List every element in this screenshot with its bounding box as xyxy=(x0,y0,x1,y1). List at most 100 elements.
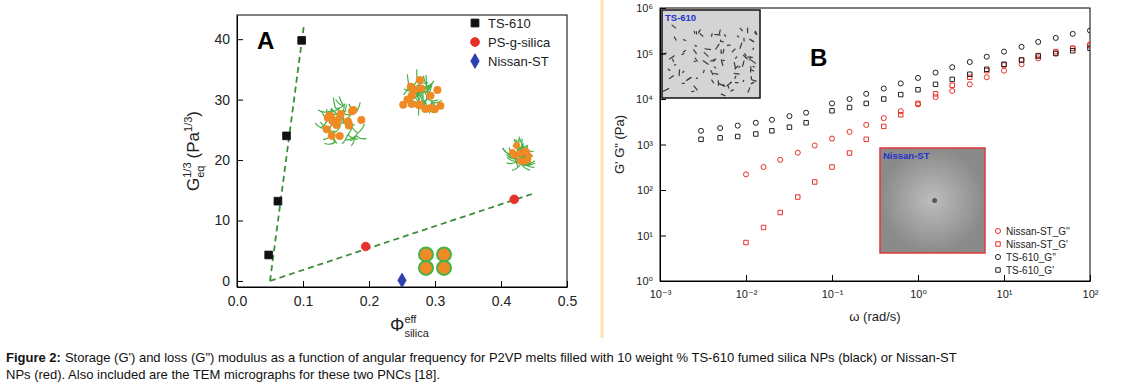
data-point xyxy=(968,72,972,76)
data-point xyxy=(1001,68,1006,73)
x-axis-title-part: silica xyxy=(404,327,429,339)
inset-image: Nissan-ST xyxy=(880,148,985,253)
inset-speck xyxy=(754,32,756,35)
data-point xyxy=(744,240,748,244)
inset-speck xyxy=(696,78,698,79)
cartoon-particle xyxy=(437,261,451,275)
legend-label: Nissan-ST xyxy=(488,54,549,69)
legend-marker xyxy=(996,242,1000,246)
legend: TS-610PS-g-silicaNissan-ST xyxy=(471,16,551,69)
inset-speck xyxy=(742,80,744,82)
data-point xyxy=(1036,39,1041,44)
x-tick-mark xyxy=(918,275,919,281)
cartoon-particle xyxy=(415,101,423,109)
y-tick: 10 xyxy=(214,212,243,228)
legend-marker xyxy=(995,228,1000,233)
y-tick-mark xyxy=(660,281,666,282)
data-point xyxy=(829,101,834,106)
series xyxy=(398,273,406,287)
cartoon-particle xyxy=(337,110,345,118)
data-point xyxy=(804,121,808,125)
legend: Nissan-ST_G''Nissan-ST_G'TS-610_G''TS-61… xyxy=(995,226,1069,276)
data-point xyxy=(933,70,938,75)
cartoon-particle xyxy=(523,149,530,156)
cartoon-particle xyxy=(345,121,353,129)
cartoon-particle xyxy=(523,148,530,155)
inset-speck xyxy=(751,60,756,64)
cartoon-chain xyxy=(524,163,534,167)
cartoon-particle xyxy=(517,158,524,165)
inset-speck xyxy=(714,73,719,74)
inset-speck xyxy=(740,28,743,31)
data-point xyxy=(1002,63,1006,67)
inset-speck xyxy=(721,59,723,65)
x-axis-line xyxy=(238,287,568,288)
data-point xyxy=(967,59,972,64)
legend-marker xyxy=(471,38,480,47)
y-axis: 010203040 xyxy=(214,16,243,289)
cartoon-particle xyxy=(509,149,516,156)
x-tick-label: 0.1 xyxy=(294,293,314,309)
inset-speck xyxy=(673,59,674,62)
x-tick-label: 0.0 xyxy=(228,293,248,309)
x-tick: 0.5 xyxy=(558,281,578,309)
y-tick: 10⁴ xyxy=(636,93,666,105)
data-point xyxy=(899,113,903,117)
x-tick-label: 10⁻² xyxy=(736,288,758,300)
x-axis-title-part: eff xyxy=(404,313,417,325)
x-tick-label: 10⁰ xyxy=(910,288,927,300)
x-tick: 10² xyxy=(1083,275,1099,300)
caption-label: Figure 2: xyxy=(6,350,61,365)
inset-background xyxy=(880,148,985,253)
x-tick-mark xyxy=(435,281,436,287)
inset-speck xyxy=(682,71,684,73)
cartoon-particle xyxy=(357,116,365,124)
y-tick-mark xyxy=(660,99,666,100)
cartoon-chain xyxy=(427,99,438,101)
data-point xyxy=(735,134,739,138)
inset-label: Nissan-ST xyxy=(883,150,930,161)
inset-speck xyxy=(714,67,716,69)
data-point xyxy=(847,129,852,134)
data-point xyxy=(1019,44,1024,49)
y-axis-title-part: eq xyxy=(194,166,206,178)
inset-speck xyxy=(751,82,754,84)
y-tick-mark xyxy=(660,236,666,237)
inset-speck xyxy=(721,94,726,96)
inset-speck xyxy=(750,76,752,79)
data-point xyxy=(1002,62,1006,66)
inset-speck xyxy=(723,84,725,86)
legend-marker xyxy=(995,254,1000,259)
inset-speck xyxy=(714,34,720,36)
y-tick: 10⁰ xyxy=(636,275,666,287)
data-point xyxy=(864,122,869,127)
data-point xyxy=(864,91,869,96)
cartoon-particle xyxy=(419,247,433,261)
x-tick: 0.4 xyxy=(492,281,512,309)
inset-speck xyxy=(695,58,698,62)
cartoon-particle xyxy=(328,132,336,140)
data-point xyxy=(787,125,791,129)
panel-1: TS-610Nissan-ST10⁻³10⁻²10⁻¹10⁰10¹10²10⁰1… xyxy=(612,2,1099,324)
y-tick: 20 xyxy=(214,152,243,168)
data-point xyxy=(796,195,800,199)
data-point xyxy=(804,110,809,115)
cartoon xyxy=(399,69,444,115)
data-point xyxy=(933,82,937,86)
inset-speck xyxy=(727,44,731,46)
inset-speck xyxy=(700,34,704,37)
cartoon-particle xyxy=(408,100,416,108)
series xyxy=(361,195,518,251)
x-tick-label: 10⁻¹ xyxy=(822,288,844,300)
inset-speck xyxy=(740,43,742,49)
data-point xyxy=(778,210,782,214)
inset-speck xyxy=(694,31,696,34)
inset-speck xyxy=(727,82,731,85)
y-axis-title-part: 1/3 xyxy=(182,117,194,132)
data-point xyxy=(1087,28,1090,33)
inset-speck xyxy=(674,37,676,41)
inset-speck xyxy=(678,69,680,76)
legend-label: Nissan-ST_G' xyxy=(1006,239,1068,250)
data-point xyxy=(915,75,920,80)
inset-border xyxy=(880,148,985,253)
